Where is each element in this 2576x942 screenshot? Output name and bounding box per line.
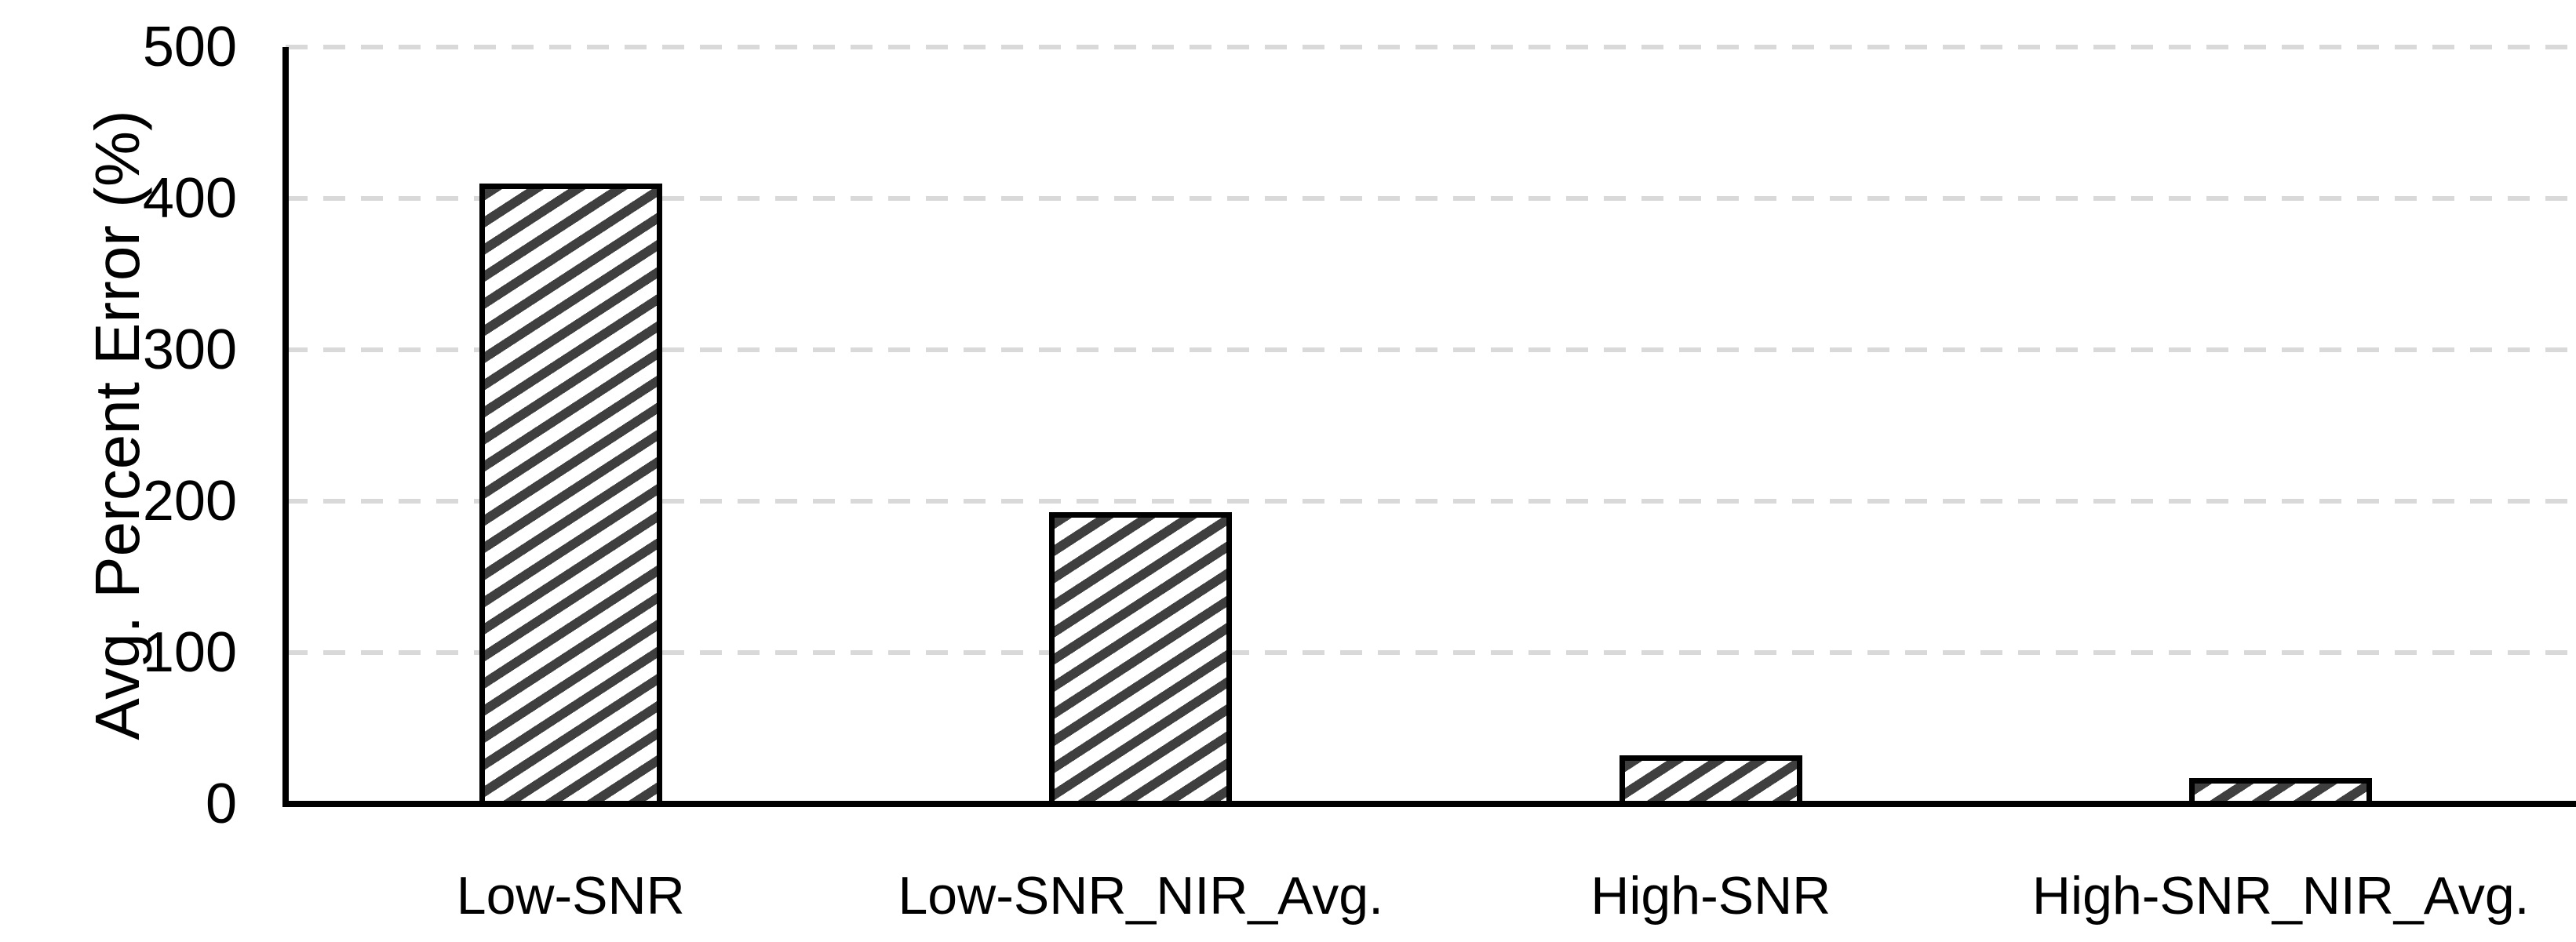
x-axis-label-low-snr-nir-avg-: Low-SNR_NIR_Avg. [898, 866, 1384, 926]
y-axis-line [282, 47, 289, 807]
x-axis-line [282, 801, 2576, 807]
y-tick-label-0: 0 [205, 773, 237, 835]
x-axis-label-low-snr: Low-SNR [456, 866, 685, 926]
gridline-y400 [286, 196, 2576, 201]
y-tick-label-200: 200 [142, 470, 237, 533]
gridline-y500 [286, 45, 2576, 49]
y-tick-label-400: 400 [142, 167, 237, 230]
y-tick-label-500: 500 [142, 16, 237, 78]
x-axis-label-high-snr: High-SNR [1590, 866, 1831, 926]
gridline-y100 [286, 650, 2576, 655]
bar-high-snr [1619, 755, 1802, 807]
bar-low-snr-nir-avg- [1049, 511, 1233, 807]
x-axis-label-high-snr-nir-avg-: High-SNR_NIR_Avg. [2031, 866, 2530, 926]
y-tick-label-300: 300 [142, 318, 237, 381]
gridline-y200 [286, 499, 2576, 504]
y-tick-label-100: 100 [142, 621, 237, 684]
bar-low-snr [479, 183, 662, 807]
gridline-y300 [286, 347, 2576, 352]
